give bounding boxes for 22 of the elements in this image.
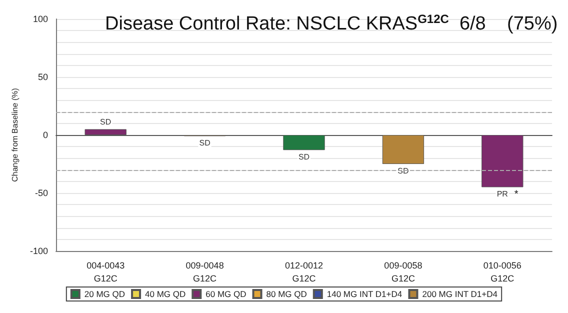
- x-tick-label: 009-0048 G12C: [186, 260, 224, 284]
- data-label: PR: [496, 190, 508, 199]
- legend-label: 40 MG QD: [145, 289, 186, 299]
- y-tick-label: -50: [34, 188, 48, 198]
- x-tick-label: 012-0012 G12C: [284, 260, 324, 284]
- x-tick-label: 004-0043 G12C: [86, 260, 125, 284]
- y-axis-title: Change from Baseline (%): [10, 88, 20, 182]
- legend-label: 60 MG QD: [206, 289, 246, 299]
- y-tick-label: 50: [38, 72, 48, 82]
- data-label: SD: [100, 118, 112, 127]
- data-label: SD: [298, 152, 310, 162]
- x-tick-label: 009-0058 G12C: [384, 260, 422, 284]
- annotation: *: [514, 189, 518, 200]
- y-tick-label: 100: [32, 14, 48, 24]
- legend-label: 140 MG INT D1+D4: [326, 289, 402, 299]
- legend-label: 20 MG QD: [84, 289, 126, 299]
- y-tick-label: 0: [42, 130, 48, 140]
- legend-label: 200 MG INT D1+D4: [422, 289, 498, 299]
- legend-label: 80 MG QD: [266, 289, 307, 299]
- x-tick-label: 010-0056 G12C: [483, 260, 522, 284]
- y-tick-label: -100: [30, 246, 48, 256]
- data-label: SD: [199, 138, 211, 148]
